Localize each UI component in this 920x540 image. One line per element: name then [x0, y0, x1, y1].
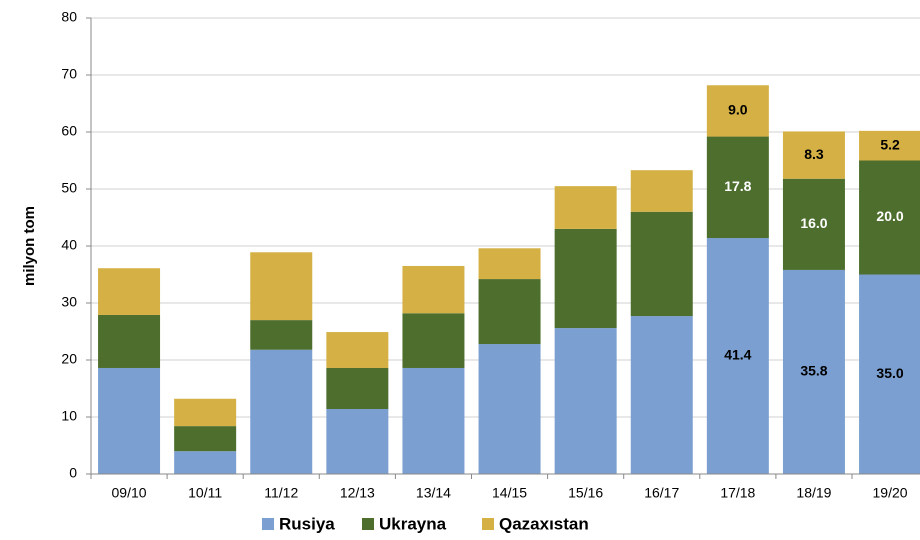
x-tick-label: 17/18 — [720, 485, 755, 501]
y-tick-label: 50 — [61, 180, 77, 196]
legend-swatch — [362, 518, 374, 530]
y-tick-label: 10 — [61, 408, 77, 424]
x-tick-label: 16/17 — [644, 485, 679, 501]
bar-segment — [98, 367, 161, 474]
data-label: 9.0 — [728, 102, 748, 118]
bar-segment — [402, 265, 465, 314]
bar-segment — [706, 238, 769, 474]
legend-label: Qazaxıstan — [499, 514, 589, 533]
bar-segment — [706, 136, 769, 239]
x-tick-label: 12/13 — [340, 485, 375, 501]
bar-segment — [250, 252, 313, 321]
legend-swatch — [262, 518, 274, 530]
bar-segment — [859, 274, 920, 474]
bar-segment — [250, 320, 313, 350]
data-label: 17.8 — [724, 178, 751, 194]
bar-segment — [859, 130, 920, 161]
bar-segment — [174, 398, 237, 427]
bar-segment — [554, 228, 617, 329]
bar-segment — [326, 332, 389, 368]
bar-segment — [706, 85, 769, 137]
bar-segment — [630, 316, 693, 474]
data-label: 35.0 — [876, 365, 903, 381]
bar-segment — [782, 269, 845, 474]
x-tick-label: 14/15 — [492, 485, 527, 501]
bar-segment — [782, 131, 845, 179]
y-tick-label: 30 — [61, 294, 77, 310]
bar-segment — [630, 211, 693, 317]
data-label: 8.3 — [804, 146, 824, 162]
data-label: 20.0 — [876, 208, 903, 224]
x-tick-label: 09/10 — [112, 485, 147, 501]
bar-segment — [402, 313, 465, 368]
data-label: 16.0 — [800, 215, 827, 231]
bar-segment — [554, 328, 617, 474]
x-tick-label: 18/19 — [796, 485, 831, 501]
x-tick-label: 11/12 — [264, 485, 298, 501]
bar-segment — [174, 451, 237, 474]
data-label: 41.4 — [724, 347, 751, 363]
legend-swatch — [482, 518, 494, 530]
bar-segment — [174, 426, 237, 452]
bar-segment — [402, 367, 465, 474]
bar-segment — [98, 268, 161, 315]
bar-segment — [250, 349, 313, 474]
y-tick-label: 40 — [61, 237, 77, 253]
y-tick-label: 0 — [69, 465, 77, 481]
data-label: 35.8 — [800, 363, 827, 379]
y-tick-label: 70 — [61, 66, 77, 82]
legend-label: Ukrayna — [379, 514, 447, 533]
bar-segment — [478, 279, 541, 345]
bar-segment — [326, 409, 389, 474]
y-tick-label: 20 — [61, 351, 77, 367]
bar-segment — [326, 367, 389, 410]
y-tick-label: 60 — [61, 123, 77, 139]
y-axis-label: milyon tom — [21, 206, 38, 286]
x-tick-label: 10/11 — [188, 485, 222, 501]
y-tick-label: 80 — [61, 9, 77, 25]
bar-segment — [782, 178, 845, 270]
data-label: 5.2 — [880, 136, 900, 152]
bar-segment — [630, 170, 693, 212]
x-tick-label: 15/16 — [568, 485, 603, 501]
x-tick-label: 13/14 — [416, 485, 451, 501]
bar-segment — [478, 248, 541, 280]
bar-segment — [859, 160, 920, 275]
legend-label: Rusiya — [279, 514, 335, 533]
x-tick-label: 19/20 — [873, 485, 908, 501]
bar-segment — [554, 186, 617, 229]
bar-segment — [98, 314, 161, 368]
bar-segment — [478, 344, 541, 474]
